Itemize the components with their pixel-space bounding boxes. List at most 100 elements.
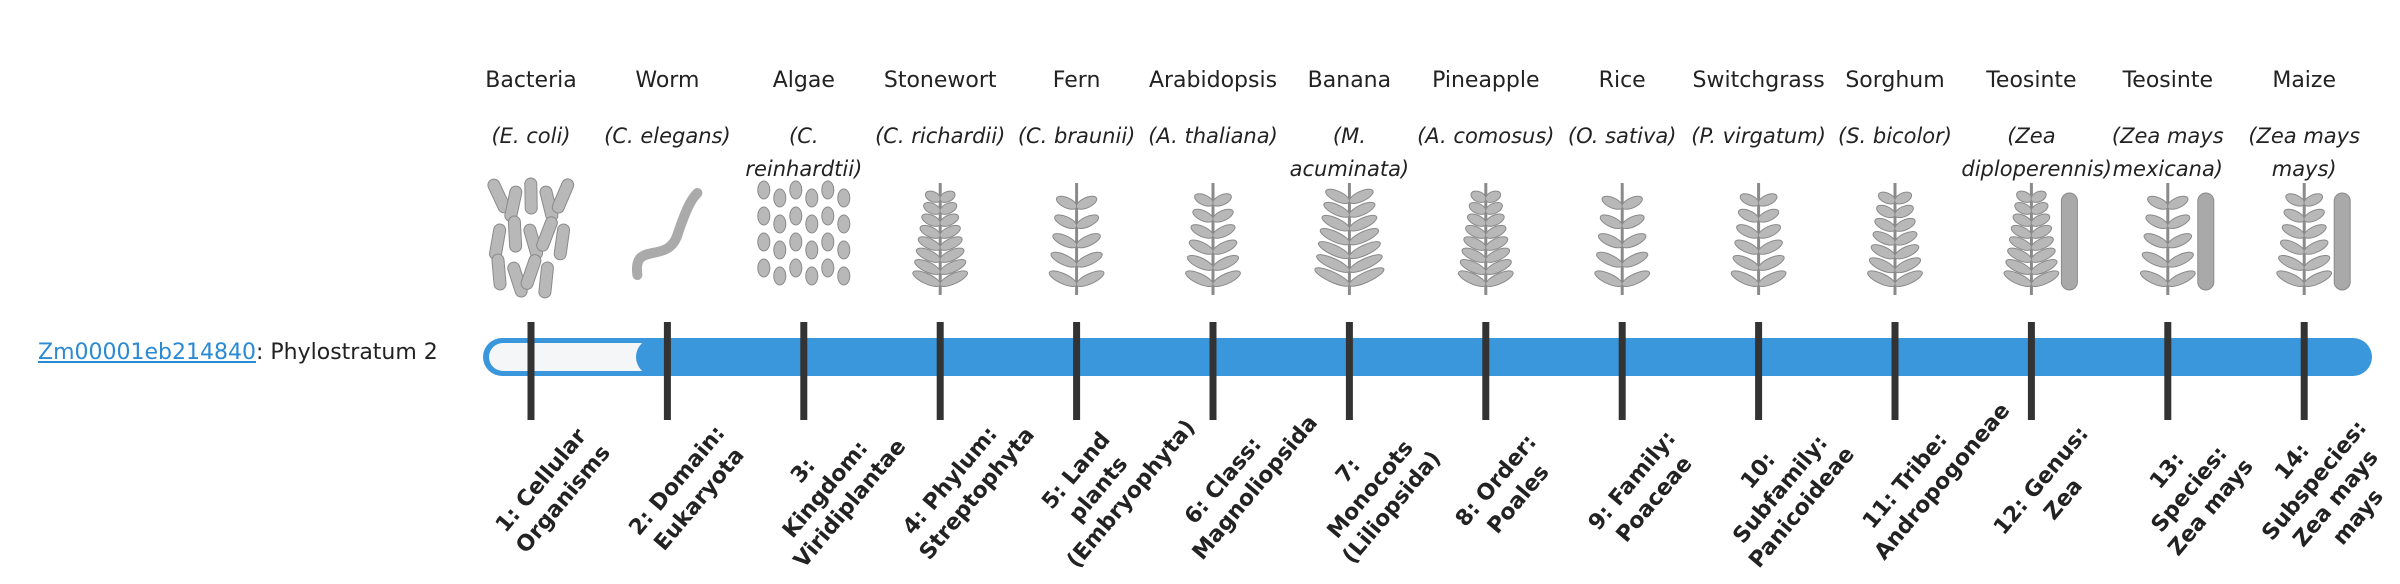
leaf: [1894, 257, 1922, 274]
species-name: (A. comosus): [1417, 124, 1555, 148]
organism-illustration: [1185, 183, 1241, 295]
cell: [789, 258, 803, 278]
leaf: [1485, 259, 1512, 275]
leaf: [1757, 224, 1782, 239]
species-name: (Zea mays mexicana): [2111, 124, 2224, 181]
cell: [821, 258, 835, 278]
species-name: (E. coli): [491, 124, 571, 148]
cell: [837, 266, 851, 286]
cell: [757, 258, 771, 278]
species-name: (S. bicolor): [1838, 124, 1952, 148]
leaf: [2030, 202, 2049, 215]
organism-illustration: [487, 177, 575, 299]
leaf: [1736, 224, 1760, 239]
species-name: (C. richardii): [875, 124, 1006, 148]
leaf: [939, 213, 960, 227]
leaf: [2281, 224, 2305, 239]
cell: [837, 240, 851, 260]
gene-link[interactable]: Zm00001eb214840: [38, 340, 256, 365]
leaf: [2167, 270, 2196, 287]
organism-illustration: [1594, 183, 1651, 295]
leaf: [1594, 270, 1623, 287]
organism-illustration: [631, 188, 703, 280]
leaf: [1601, 195, 1623, 210]
leaf: [1348, 254, 1383, 273]
leaf: [939, 259, 967, 275]
cell: [773, 214, 787, 234]
leaf: [1212, 239, 1238, 255]
leaf: [1734, 239, 1760, 255]
organism-illustration: [2139, 183, 2215, 295]
cell: [821, 206, 835, 226]
gene-label: : Phylostratum 2: [255, 340, 438, 365]
organism-illustration: [2276, 183, 2351, 295]
leaf: [1894, 244, 1920, 260]
leaf: [2279, 239, 2305, 255]
organism-name: Pineapple: [1432, 68, 1540, 93]
cell: [520, 254, 542, 290]
cell: [538, 261, 554, 299]
leaf: [2167, 195, 2189, 210]
leaf: [2030, 224, 2053, 239]
leaf: [1621, 251, 1649, 268]
leaf: [2141, 251, 2169, 268]
leaf: [939, 270, 969, 287]
leaf: [1599, 214, 1623, 230]
organism-illustration: [1867, 183, 1923, 295]
leaf: [939, 236, 963, 251]
leaf: [1485, 213, 1505, 227]
organism-name: Fern: [1052, 68, 1101, 93]
organism-name: Rice: [1598, 68, 1646, 93]
leaf: [1621, 195, 1643, 210]
leaf: [1348, 201, 1376, 218]
organism-name: Teosinte: [2122, 68, 2213, 93]
leaf: [939, 247, 965, 263]
leaf: [1054, 214, 1078, 230]
leaf: [1192, 208, 1214, 223]
organism-illustration: [1048, 183, 1105, 295]
worm: [631, 188, 703, 280]
leaf: [1212, 224, 1236, 239]
leaf: [2303, 270, 2333, 287]
species-name: (Zea mays mays): [2248, 124, 2361, 181]
cob: [2333, 192, 2351, 291]
leaf: [1212, 254, 1240, 271]
cob: [2197, 192, 2215, 291]
leaf: [1348, 228, 1380, 246]
organism-illustration: [2003, 183, 2078, 295]
leaf: [2030, 190, 2047, 203]
organism-illustration: [1314, 183, 1385, 295]
leaf: [1596, 251, 1623, 268]
leaf: [1212, 208, 1234, 223]
leaf: [1757, 254, 1785, 271]
organism-name: Bacteria: [485, 68, 577, 93]
leaf: [1075, 270, 1105, 287]
leaf: [2030, 236, 2054, 251]
leaf: [1075, 214, 1100, 230]
leaf: [1757, 208, 1780, 223]
bar: [483, 338, 2372, 376]
species-name: (P. virgatum): [1691, 124, 1826, 148]
organism-name: Arabidopsis: [1148, 68, 1278, 93]
cell: [789, 232, 803, 252]
leaf: [1186, 254, 1214, 271]
cell: [773, 240, 787, 260]
leaf: [1730, 270, 1760, 287]
leaf: [939, 202, 958, 215]
leaf: [1188, 239, 1214, 255]
cell: [821, 180, 835, 200]
leaf: [1052, 233, 1078, 249]
cell: [789, 206, 803, 226]
cell: [551, 178, 575, 214]
organism-name: Maize: [2272, 68, 2337, 93]
leaf: [1185, 270, 1214, 287]
organism-illustration: [912, 183, 969, 295]
cell: [837, 214, 851, 234]
leaf: [1484, 190, 1502, 203]
leaf: [1075, 233, 1101, 249]
leaf: [1732, 254, 1760, 271]
leaf: [1212, 270, 1241, 287]
leaf: [1055, 195, 1078, 210]
organism-name: Worm: [635, 68, 700, 93]
species-name: (M. acuminata): [1289, 124, 1410, 181]
